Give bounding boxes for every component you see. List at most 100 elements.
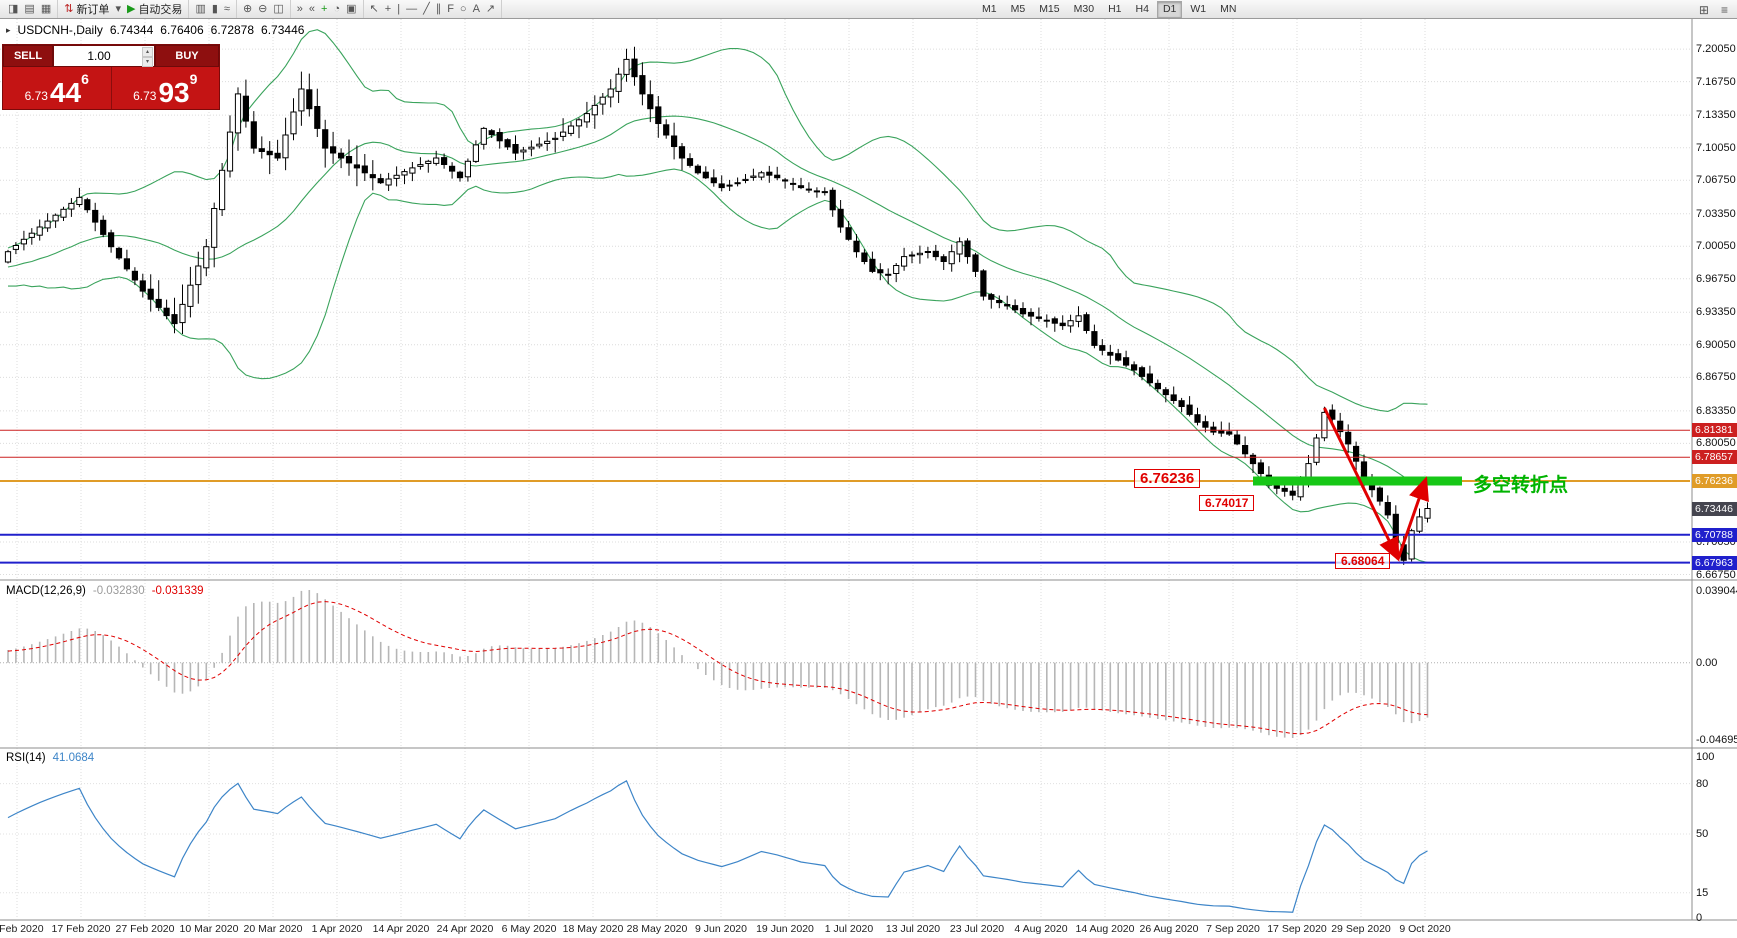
sell-price[interactable]: 6.73 44 6 bbox=[3, 67, 111, 109]
timeframe-w1[interactable]: W1 bbox=[1190, 3, 1207, 15]
timeframe-toolbar: M1 M5 M15 M30 H1 H4 D1 W1 MN bbox=[975, 1, 1243, 18]
chart-list-icon[interactable]: ▦ bbox=[38, 1, 54, 17]
zoom-in-icon: ⊕ bbox=[242, 3, 253, 15]
timeframe-m15[interactable]: M15 bbox=[1039, 3, 1060, 15]
new-order-button[interactable]: ⇅ 新订单 bbox=[61, 1, 112, 17]
symbol-marker-icon: ▸ bbox=[6, 24, 11, 35]
chart-type-group: ▥ ▮ ≈ bbox=[189, 0, 237, 18]
indicators-icon: + bbox=[321, 3, 328, 15]
trendline-icon: ╱ bbox=[423, 3, 430, 15]
green-zone-bar[interactable] bbox=[1253, 476, 1462, 486]
candles-layer bbox=[4, 46, 1431, 565]
horizontal-line-icon[interactable]: — bbox=[403, 1, 420, 17]
toolbar-groups: ◨ ▤ ▦ ⇅ 新订单 ▾ ▶ 自动交易 ▥ ▮ ≈ ⊕ ⊖ ◫» «+ ◔ ▣ ↖ + | — ╱ ∥ F ○ A ↗ bbox=[2, 0, 503, 18]
toolbar: ◨ ▤ ▦ ⇅ 新订单 ▾ ▶ 自动交易 ▥ ▮ ≈ ⊕ ⊖ ◫» «+ ◔ ▣ ↖ + | — ╱ ∥ F ○ A ↗ M1 M5 M… bbox=[0, 0, 1737, 19]
trend-arrows[interactable] bbox=[1323, 407, 1429, 562]
templates-icon[interactable]: ▣ bbox=[343, 1, 359, 17]
indicators-icon[interactable]: + bbox=[318, 1, 330, 17]
volume-box: ▴ ▾ bbox=[53, 45, 155, 67]
arrows-icon: ↗ bbox=[485, 3, 496, 15]
buy-button[interactable]: BUY bbox=[155, 45, 219, 67]
one-click-trading-panel: SELL ▴ ▾ BUY 6.73 44 6 6.73 93 9 bbox=[2, 44, 220, 110]
panel-dividers bbox=[0, 19, 1737, 921]
cursor-icon: ↖ bbox=[369, 3, 379, 15]
autotrading-button-icon: ▶ bbox=[126, 3, 136, 15]
tile-windows-icon[interactable]: ◫ bbox=[270, 1, 286, 17]
shapes-icon[interactable]: ○ bbox=[457, 1, 470, 17]
macd-value-signal: -0.031339 bbox=[151, 585, 204, 597]
volume-input[interactable] bbox=[54, 46, 154, 66]
zoom-out-icon[interactable]: ⊖ bbox=[255, 1, 270, 17]
timeframe-m30[interactable]: M30 bbox=[1073, 3, 1095, 15]
text-icon[interactable]: A bbox=[470, 1, 483, 17]
timeframe-h1[interactable]: H1 bbox=[1108, 3, 1122, 15]
macd-layer bbox=[0, 590, 1690, 738]
new-order-button-label: 新订单 bbox=[76, 4, 110, 16]
search-icon[interactable]: ⊞ bbox=[1698, 2, 1709, 17]
auto-scroll-icon[interactable]: » bbox=[294, 1, 306, 17]
menu-icon[interactable]: ≡ bbox=[1720, 2, 1728, 17]
candlestick-chart-icon[interactable]: ▮ bbox=[209, 1, 221, 17]
level-lines[interactable] bbox=[0, 429, 1690, 564]
macd-name: MACD(12,26,9) bbox=[6, 585, 86, 597]
timeframe-h4[interactable]: H4 bbox=[1135, 3, 1149, 15]
chart-list-icon: ▦ bbox=[40, 3, 52, 15]
sell-price-prefix: 6.73 bbox=[24, 89, 48, 103]
vertical-line-icon: | bbox=[397, 3, 401, 15]
arrows-icon[interactable]: ↗ bbox=[483, 1, 498, 17]
grid-layer bbox=[0, 19, 1690, 918]
autotrading-button[interactable]: ▶ 自动交易 bbox=[124, 1, 185, 17]
timeframe-m1[interactable]: M1 bbox=[982, 3, 997, 15]
auto-scroll-icon: » bbox=[296, 3, 303, 15]
macd-value-main: -0.032830 bbox=[92, 585, 145, 597]
profiles-icon[interactable]: ▤ bbox=[21, 1, 37, 17]
trade-group: ⇅ 新订单 ▾ ▶ 自动交易 bbox=[58, 0, 190, 18]
sell-button[interactable]: SELL bbox=[3, 45, 53, 67]
sell-price-pips: 44 bbox=[49, 77, 82, 109]
timeframe-mn[interactable]: MN bbox=[1220, 3, 1237, 15]
fibonacci-icon[interactable]: F bbox=[444, 1, 457, 17]
timeframe-d1[interactable]: D1 bbox=[1156, 1, 1183, 18]
periods-icon[interactable]: ◔ bbox=[330, 1, 343, 17]
order-dropdown-icon[interactable]: ▾ bbox=[112, 1, 124, 17]
vertical-line-icon[interactable]: | bbox=[394, 1, 403, 17]
volume-spinner: ▴ ▾ bbox=[142, 47, 153, 67]
chart-shift-icon: « bbox=[308, 3, 316, 15]
new-chart-icon: ◨ bbox=[8, 3, 19, 15]
bar-chart-icon[interactable]: ▥ bbox=[192, 1, 208, 17]
chart-shift-icon[interactable]: « bbox=[306, 1, 318, 17]
trendline-icon[interactable]: ╱ bbox=[420, 1, 433, 17]
fibonacci-icon: F bbox=[447, 3, 454, 15]
ohlc-low: 6.72878 bbox=[210, 23, 255, 37]
crosshair-icon[interactable]: + bbox=[382, 1, 394, 17]
bollinger-bands bbox=[7, 29, 1428, 564]
shapes-icon: ○ bbox=[459, 3, 467, 15]
symbol-period-label: USDCNH-,Daily bbox=[17, 23, 103, 37]
line-chart-icon[interactable]: ≈ bbox=[221, 1, 233, 17]
templates-icon: ▣ bbox=[346, 3, 357, 15]
autotrading-button-label: 自动交易 bbox=[138, 4, 183, 16]
zoom-out-icon: ⊖ bbox=[258, 3, 268, 15]
zoom-in-icon[interactable]: ⊕ bbox=[240, 1, 255, 17]
buy-price-prefix: 6.73 bbox=[133, 89, 157, 103]
cursor-icon[interactable]: ↖ bbox=[367, 1, 382, 17]
new-chart-icon[interactable]: ◨ bbox=[5, 1, 21, 17]
window-group: ◨ ▤ ▦ bbox=[2, 0, 59, 18]
profiles-icon: ▤ bbox=[24, 3, 35, 15]
channel-icon[interactable]: ∥ bbox=[433, 1, 445, 17]
macd-indicator-label: MACD(12,26,9) -0.032830 -0.031339 bbox=[6, 585, 203, 597]
bar-chart-icon: ▥ bbox=[195, 3, 206, 15]
ohlc-open: 6.74344 bbox=[109, 23, 154, 37]
rsi-value: 41.0684 bbox=[52, 752, 95, 764]
volume-down-icon[interactable]: ▾ bbox=[142, 57, 153, 67]
line-tools-group: ↖ + | — ╱ ∥ F ○ A ↗ bbox=[364, 0, 503, 18]
new-order-button-icon: ⇅ bbox=[64, 3, 74, 15]
ohlc-close: 6.73446 bbox=[261, 23, 305, 37]
toolbar-right: ⊞ ≡ bbox=[1696, 0, 1731, 19]
candlestick-chart-icon: ▮ bbox=[211, 3, 218, 15]
timeframe-m5[interactable]: M5 bbox=[1010, 3, 1026, 15]
buy-price[interactable]: 6.73 93 9 bbox=[110, 67, 220, 109]
volume-up-icon[interactable]: ▴ bbox=[142, 47, 153, 57]
rsi-indicator-label: RSI(14) 41.0684 bbox=[6, 752, 94, 764]
